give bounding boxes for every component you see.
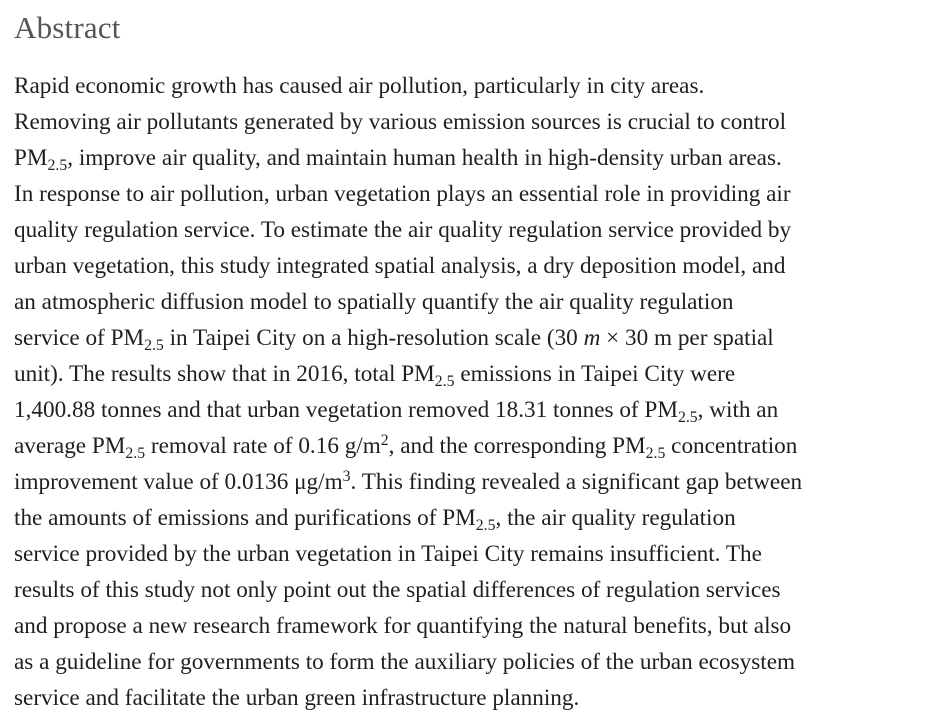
abstract-line: improvement value of 0.0136 μg/m3. This … <box>14 464 940 500</box>
abstract-line: service provided by the urban vegetation… <box>14 536 940 572</box>
abstract-line: urban vegetation, this study integrated … <box>14 248 940 284</box>
subscript: 2.5 <box>645 445 666 463</box>
abstract-line: the amounts of emissions and purificatio… <box>14 500 940 536</box>
text-run: as a guideline for governments to form t… <box>14 649 796 675</box>
text-run: PM <box>14 145 48 171</box>
text-run: in Taipei City on a high-resolution scal… <box>163 325 584 351</box>
subscript: 2.5 <box>475 517 496 535</box>
abstract-line: an atmospheric diffusion model to spatia… <box>14 284 940 320</box>
abstract-line: average PM2.5 removal rate of 0.16 g/m2,… <box>14 428 940 464</box>
text-run: urban vegetation, this study integrated … <box>14 253 786 279</box>
abstract-line: In response to air pollution, urban vege… <box>14 176 940 212</box>
abstract-line: 1,400.88 tonnes and that urban vegetatio… <box>14 392 940 428</box>
text-run: In response to air pollution, urban vege… <box>14 181 791 207</box>
text-run: removal rate of 0.16 g/m <box>145 433 381 459</box>
abstract-line: quality regulation service. To estimate … <box>14 212 940 248</box>
text-run: Rapid economic growth has caused air pol… <box>14 73 705 99</box>
text-run: , and the corresponding PM <box>388 433 646 459</box>
abstract-line: Rapid economic growth has caused air pol… <box>14 68 940 104</box>
text-run: 1,400.88 tonnes and that urban vegetatio… <box>14 397 678 423</box>
abstract-line: service of PM2.5 in Taipei City on a hig… <box>14 320 940 356</box>
text-run: Removing air pollutants generated by var… <box>14 109 787 135</box>
text-run: an atmospheric diffusion model to spatia… <box>14 289 734 315</box>
text-run: the amounts of emissions and purificatio… <box>14 505 476 531</box>
abstract-line: unit). The results show that in 2016, to… <box>14 356 940 392</box>
text-run: service of PM <box>14 325 145 351</box>
text-run: results of this study not only point out… <box>14 577 781 603</box>
subscript: 2.5 <box>144 337 164 355</box>
text-run: , improve air quality, and maintain huma… <box>67 145 782 171</box>
text-run: unit). The results show that in 2016, to… <box>14 361 435 387</box>
abstract-line: and propose a new research framework for… <box>14 608 940 644</box>
abstract-paragraph: Rapid economic growth has caused air pol… <box>14 68 940 716</box>
text-run: improvement value of 0.0136 μg/m <box>14 469 343 495</box>
abstract-line: results of this study not only point out… <box>14 572 940 608</box>
superscript: 2 <box>380 432 389 450</box>
italic-text: m <box>583 325 601 351</box>
abstract-line: PM2.5, improve air quality, and maintain… <box>14 140 940 176</box>
text-run: emissions in Taipei City were <box>454 361 736 387</box>
text-run: × 30 m per spatial <box>600 325 774 351</box>
text-run: , with an <box>697 397 779 423</box>
text-run: , the air quality regulation <box>495 505 736 531</box>
subscript: 2.5 <box>47 157 68 175</box>
subscript: 2.5 <box>434 373 455 391</box>
text-run: concentration <box>665 433 798 459</box>
section-heading: Abstract <box>14 10 121 45</box>
abstract-section: Abstract Rapid economic growth has cause… <box>14 8 940 716</box>
abstract-line: Removing air pollutants generated by var… <box>14 104 940 140</box>
text-run: service provided by the urban vegetation… <box>14 541 762 567</box>
text-run: quality regulation service. To estimate … <box>14 217 792 243</box>
subscript: 2.5 <box>125 445 146 463</box>
subscript: 2.5 <box>677 409 698 427</box>
text-run: and propose a new research framework for… <box>14 613 792 639</box>
text-run: . This finding revealed a significant ga… <box>350 469 803 495</box>
text-run: average PM <box>14 433 126 459</box>
text-run: service and facilitate the urban green i… <box>14 685 580 711</box>
superscript: 3 <box>342 468 351 486</box>
abstract-line: as a guideline for governments to form t… <box>14 644 940 680</box>
abstract-line: service and facilitate the urban green i… <box>14 680 940 716</box>
